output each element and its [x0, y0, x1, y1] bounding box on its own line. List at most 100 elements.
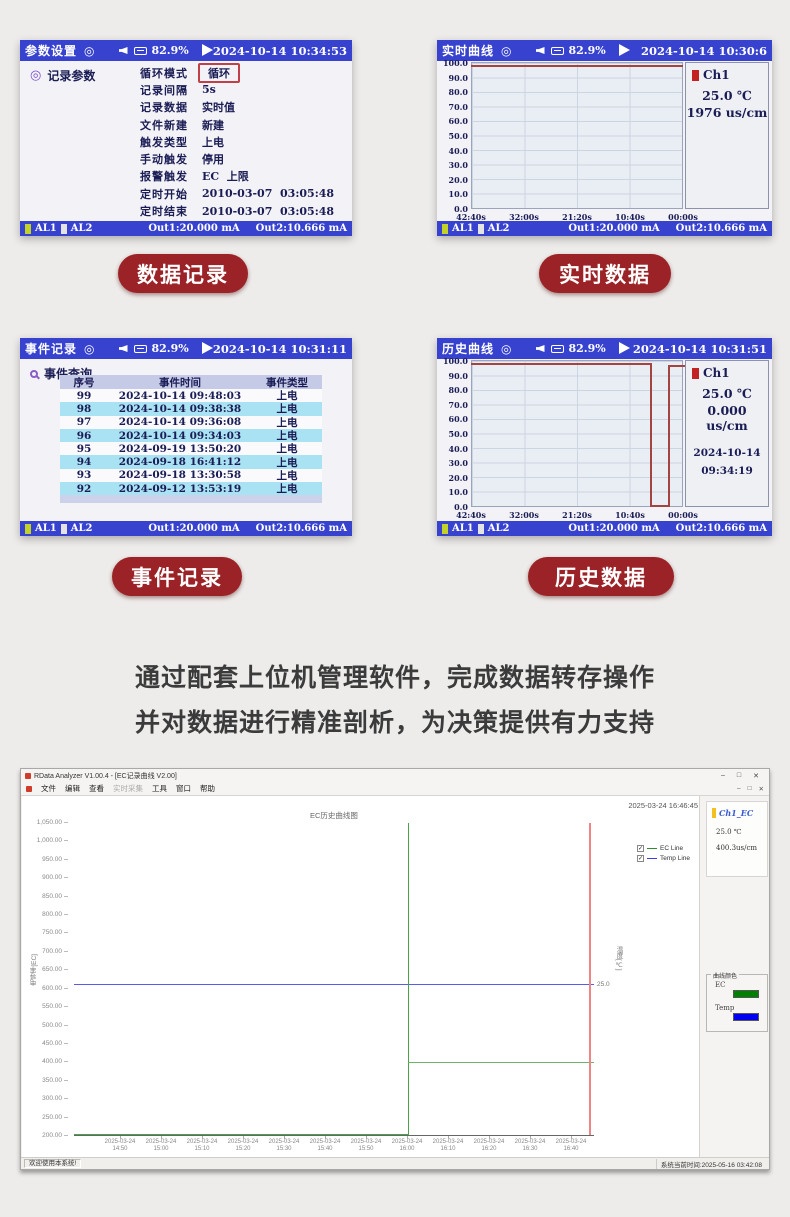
param-label: 定时开始: [140, 187, 188, 201]
device-screen-realtime: 实时曲线 ◎ 82.9% 2024-10-14 10:30:6 100.0 90.…: [437, 40, 772, 236]
marker-time: 09:34:19: [701, 465, 753, 477]
y-axis-tick: 60.0: [448, 116, 468, 127]
usb-icon: [550, 46, 564, 55]
minimize-icon[interactable]: –: [720, 771, 725, 779]
curve-colors-items: EC Temp: [707, 981, 767, 1021]
param-value: EC 上限: [202, 170, 249, 184]
channel-name: Ch1_EC: [719, 808, 754, 818]
pill-history-data: 历史数据: [528, 557, 674, 596]
menu-item[interactable]: 编辑: [65, 784, 80, 793]
x-axis-tick: 42:40s: [456, 212, 486, 222]
channel-color-square: [692, 367, 699, 379]
x-tick-label: 2025-03-24 16:20: [461, 1136, 517, 1153]
speaker-icon: [118, 345, 128, 352]
event-cell: 2024-09-18 16:41:12: [118, 456, 242, 469]
y-axis-tick: 20.0: [448, 472, 468, 483]
y-tick-label: 850.00: [22, 893, 68, 900]
param-value: 停用: [202, 153, 224, 167]
device-screen-params: 参数设置 ◎ 82.9% 2024-10-14 10:34:53 ◎ 记录参数 …: [20, 40, 352, 236]
chart-workspace: EC历史曲线图 2025-03-24 16:46:45 1,050.00 1,00…: [22, 796, 768, 1157]
reading-value: 1976 us/cm: [686, 105, 768, 120]
history-curve-segment: [650, 363, 652, 507]
status-time: 系统当前时间:2025-05-16 03:42:08: [655, 1158, 766, 1169]
legend-checkbox[interactable]: ✓: [637, 845, 644, 852]
param-value: 实时值: [202, 101, 235, 115]
event-cell: 92: [76, 482, 92, 495]
menu-item[interactable]: 文件: [41, 784, 56, 793]
x-tick-date: 2025-03-24: [514, 1139, 546, 1145]
channel-color-square: [692, 69, 699, 81]
battery-percent: 82.9%: [568, 342, 606, 355]
menu-item[interactable]: 窗口: [176, 784, 191, 793]
status-bar: 欢迎使用本系统! 系统当前时间:2025-05-16 03:42:08: [21, 1157, 769, 1169]
description-text: 通过配套上位机管理软件，完成数据转存操作 并对数据进行精准剖析，为决策提供有力支…: [0, 656, 790, 746]
device-screen-title: 参数设置: [25, 44, 78, 58]
param-row: 报警触发 EC 上限: [140, 168, 334, 185]
mdi-minimize-icon[interactable]: –: [736, 784, 741, 792]
x-axis: 42:40s 32:00s 21:20s 10:40s 00:00s: [456, 510, 698, 522]
menu-item[interactable]: 实时采集: [113, 784, 143, 793]
y-tick-label: 950.00: [22, 856, 68, 863]
param-label: 循环模式: [140, 66, 188, 80]
legend-checkbox[interactable]: ✓: [637, 855, 644, 862]
y-axis: 100.0 90.0 80.0 70.0 60.0 50.0 40.0 30.0 20.0 10.…: [439, 58, 468, 214]
x-axis-labels: 2025-03-24 14:50 2025-03-24 15:00 2025-03-24…: [22, 796, 768, 1157]
close-icon[interactable]: ✕: [753, 772, 759, 780]
event-row: 97 2024-10-14 09:36:08 上电: [60, 415, 322, 429]
window-title: RData Analyzer V1.00.4 - [EC记录曲线 V2.00]: [34, 772, 177, 780]
target-icon: ◎: [501, 43, 512, 58]
y-axis-tick: 50.0: [448, 130, 468, 141]
out1-value: Out1:20.000 mA: [568, 523, 660, 534]
out1-value: Out1:20.000 mA: [148, 523, 240, 534]
menu-bar: 文件 编辑 查看 实时采集 工具 窗口 帮助 – □ ✕: [21, 782, 769, 796]
history-curve-segment: [650, 505, 668, 507]
y-axis-label-right: 温度[℃]: [615, 946, 622, 971]
event-cell: 94: [76, 456, 92, 469]
param-row: 文件新建 新建: [140, 116, 334, 133]
x-tick-label: 2025-03-24 15:00: [133, 1136, 189, 1153]
x-tick-date: 2025-03-24: [309, 1139, 341, 1145]
menu-item[interactable]: 帮助: [200, 784, 215, 793]
x-tick-label: 2025-03-24 15:40: [297, 1136, 353, 1153]
channel-box: Ch1_EC 25.0 ℃ 400.3us/cm: [706, 801, 768, 877]
menu-item[interactable]: 工具: [152, 784, 167, 793]
event-cell: 上电: [276, 443, 298, 456]
x-tick-label: 2025-03-24 16:40: [543, 1136, 599, 1153]
event-row: 96 2024-10-14 09:34:03 上电: [60, 428, 322, 443]
target-icon: ◎: [84, 43, 95, 58]
event-row: 94 2024-09-18 16:41:12 上电: [60, 455, 322, 469]
event-cell: 2024-10-14 09:34:03: [118, 429, 242, 442]
event-row: 99 2024-10-14 09:48:03 上电: [60, 389, 322, 403]
event-table-footer-strip: [60, 495, 322, 504]
device-title-bar: 历史曲线 ◎ 82.9% 2024-10-14 10:31:51: [437, 338, 772, 359]
x-tick-date: 2025-03-24: [145, 1139, 177, 1145]
event-table-rows: 99 2024-10-14 09:48:03 上电 98 2024-10-14 09:3…: [60, 389, 322, 496]
target-icon: ◎: [501, 341, 512, 356]
mdi-close-icon[interactable]: ✕: [758, 785, 764, 793]
device-screen-history: 历史曲线 ◎ 82.9% 2024-10-14 10:31:51 100.0 90…: [437, 338, 772, 536]
y-tick-label: 250.00: [22, 1114, 68, 1121]
event-cell: 2024-10-14 09:38:38: [118, 402, 242, 415]
event-cell: 99: [76, 389, 92, 402]
menu-item[interactable]: 查看: [89, 784, 104, 793]
x-axis-tick: 10:40s: [615, 510, 645, 520]
device-datetime: 2024-10-14 10:31:51: [632, 341, 767, 356]
x-tick-date: 2025-03-24: [555, 1139, 587, 1145]
ec-line-plateau: [408, 1062, 594, 1063]
description-line: 通过配套上位机管理软件，完成数据转存操作: [134, 664, 655, 692]
al2-label: AL2: [487, 523, 510, 534]
usb-icon: [133, 344, 147, 353]
device-title-bar: 实时曲线 ◎ 82.9% 2024-10-14 10:30:6: [437, 40, 772, 61]
window-controls: – □ ✕: [721, 772, 765, 780]
maximize-icon[interactable]: □: [736, 771, 742, 779]
al1-indicator: [442, 223, 448, 234]
event-cell: 96: [76, 429, 92, 442]
curve-color-item: EC: [715, 981, 761, 998]
device-footer-bar: AL1 AL2 Out1:20.000 mA Out2:10.666 mA: [20, 221, 352, 236]
y-axis-tick: 100.0: [442, 356, 468, 366]
event-cell: 95: [76, 442, 92, 455]
event-cell: 上电: [276, 456, 298, 469]
mdi-restore-icon[interactable]: □: [747, 784, 752, 792]
x-tick-date: 2025-03-24: [186, 1139, 218, 1145]
param-row: 定时结束 2010-03-07 03:05:48: [140, 202, 334, 219]
